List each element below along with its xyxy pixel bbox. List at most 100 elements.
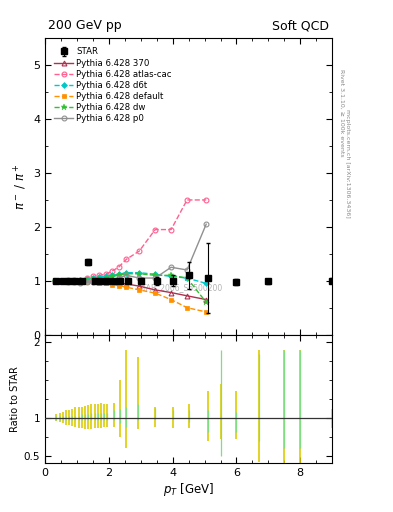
Pythia 6.428 default: [124, 284, 129, 290]
Pythia 6.428 370: [91, 278, 95, 284]
Pythia 6.428 dw: [124, 271, 129, 277]
Pythia 6.428 d6t: [78, 276, 83, 283]
Pythia 6.428 p0: [137, 275, 141, 281]
Pythia 6.428 370: [116, 280, 121, 286]
Pythia 6.428 default: [97, 280, 102, 286]
Text: mcplots.cern.ch [arXiv:1306.3436]: mcplots.cern.ch [arXiv:1306.3436]: [345, 110, 350, 218]
Pythia 6.428 dw: [169, 272, 173, 279]
Pythia 6.428 dw: [91, 276, 95, 282]
Pythia 6.428 dw: [65, 278, 70, 284]
Pythia 6.428 p0: [169, 264, 173, 270]
Pythia 6.428 p0: [124, 272, 129, 279]
Pythia 6.428 dw: [97, 276, 102, 282]
Pythia 6.428 atlas-cac: [59, 278, 64, 284]
X-axis label: $p_T$ [GeV]: $p_T$ [GeV]: [163, 481, 214, 498]
Pythia 6.428 d6t: [169, 273, 173, 280]
Pythia 6.428 atlas-cac: [103, 271, 108, 278]
Pythia 6.428 atlas-cac: [204, 197, 209, 203]
Pythia 6.428 dw: [204, 299, 209, 305]
Pythia 6.428 370: [169, 289, 173, 295]
Line: Pythia 6.428 d6t: Pythia 6.428 d6t: [53, 270, 208, 286]
Pythia 6.428 default: [137, 287, 141, 293]
Pythia 6.428 atlas-cac: [97, 272, 102, 279]
Pythia 6.428 default: [153, 290, 158, 296]
Pythia 6.428 p0: [59, 278, 64, 284]
Pythia 6.428 370: [97, 279, 102, 285]
Pythia 6.428 default: [84, 279, 89, 285]
Pythia 6.428 d6t: [103, 273, 108, 280]
Pythia 6.428 d6t: [84, 276, 89, 282]
Pythia 6.428 d6t: [65, 278, 70, 284]
Pythia 6.428 p0: [103, 279, 108, 285]
Pythia 6.428 atlas-cac: [116, 264, 121, 270]
Pythia 6.428 370: [110, 279, 114, 285]
Pythia 6.428 p0: [91, 279, 95, 285]
Pythia 6.428 d6t: [153, 271, 158, 278]
Pythia 6.428 dw: [116, 272, 121, 279]
Pythia 6.428 d6t: [116, 271, 121, 278]
Pythia 6.428 p0: [110, 278, 114, 284]
Pythia 6.428 d6t: [91, 275, 95, 281]
Pythia 6.428 370: [153, 287, 158, 293]
Pythia 6.428 atlas-cac: [72, 277, 76, 283]
Pythia 6.428 p0: [153, 275, 158, 281]
Pythia 6.428 dw: [84, 276, 89, 283]
Y-axis label: Ratio to STAR: Ratio to STAR: [10, 366, 20, 432]
Pythia 6.428 370: [103, 279, 108, 285]
Pythia 6.428 atlas-cac: [52, 278, 57, 284]
Pythia 6.428 default: [72, 278, 76, 284]
Pythia 6.428 dw: [185, 275, 189, 281]
Line: Pythia 6.428 p0: Pythia 6.428 p0: [52, 222, 209, 286]
Pythia 6.428 atlas-cac: [91, 273, 95, 280]
Pythia 6.428 atlas-cac: [65, 277, 70, 283]
Pythia 6.428 atlas-cac: [169, 226, 173, 232]
Pythia 6.428 dw: [72, 278, 76, 284]
Line: Pythia 6.428 atlas-cac: Pythia 6.428 atlas-cac: [52, 198, 209, 283]
Pythia 6.428 370: [84, 278, 89, 284]
Pythia 6.428 p0: [84, 279, 89, 285]
Pythia 6.428 dw: [110, 273, 114, 280]
Pythia 6.428 370: [185, 293, 189, 299]
Pythia 6.428 370: [72, 278, 76, 284]
Pythia 6.428 default: [103, 281, 108, 287]
Line: Pythia 6.428 370: Pythia 6.428 370: [52, 279, 209, 302]
Text: 200 GeV pp: 200 GeV pp: [48, 19, 122, 32]
Pythia 6.428 default: [78, 279, 83, 285]
Line: Pythia 6.428 default: Pythia 6.428 default: [52, 279, 209, 314]
Pythia 6.428 370: [65, 278, 70, 284]
Text: Rivet 3.1.10, ≥ 100k events: Rivet 3.1.10, ≥ 100k events: [339, 69, 344, 157]
Pythia 6.428 default: [185, 305, 189, 311]
Pythia 6.428 atlas-cac: [137, 248, 141, 254]
Pythia 6.428 dw: [153, 272, 158, 279]
Pythia 6.428 atlas-cac: [124, 256, 129, 262]
Pythia 6.428 d6t: [124, 270, 129, 276]
Pythia 6.428 d6t: [59, 278, 64, 284]
Pythia 6.428 p0: [97, 279, 102, 285]
Text: Soft QCD: Soft QCD: [272, 19, 329, 32]
Pythia 6.428 default: [116, 283, 121, 289]
Pythia 6.428 d6t: [72, 278, 76, 284]
Pythia 6.428 370: [59, 278, 64, 284]
Pythia 6.428 p0: [185, 267, 189, 273]
Pythia 6.428 p0: [65, 279, 70, 285]
Pythia 6.428 dw: [52, 278, 57, 284]
Pythia 6.428 p0: [204, 221, 209, 227]
Pythia 6.428 atlas-cac: [78, 276, 83, 283]
Pythia 6.428 dw: [78, 278, 83, 284]
Pythia 6.428 dw: [59, 278, 64, 284]
Pythia 6.428 d6t: [204, 281, 209, 287]
Pythia 6.428 default: [52, 278, 57, 284]
Pythia 6.428 default: [65, 278, 70, 284]
Pythia 6.428 dw: [137, 271, 141, 277]
Pythia 6.428 d6t: [52, 278, 57, 284]
Pythia 6.428 default: [169, 296, 173, 303]
Pythia 6.428 d6t: [137, 270, 141, 276]
Pythia 6.428 d6t: [110, 272, 114, 279]
Pythia 6.428 370: [124, 281, 129, 287]
Pythia 6.428 default: [110, 282, 114, 288]
Pythia 6.428 default: [91, 279, 95, 285]
Pythia 6.428 370: [78, 278, 83, 284]
Pythia 6.428 atlas-cac: [185, 197, 189, 203]
Pythia 6.428 atlas-cac: [110, 268, 114, 274]
Pythia 6.428 p0: [72, 279, 76, 285]
